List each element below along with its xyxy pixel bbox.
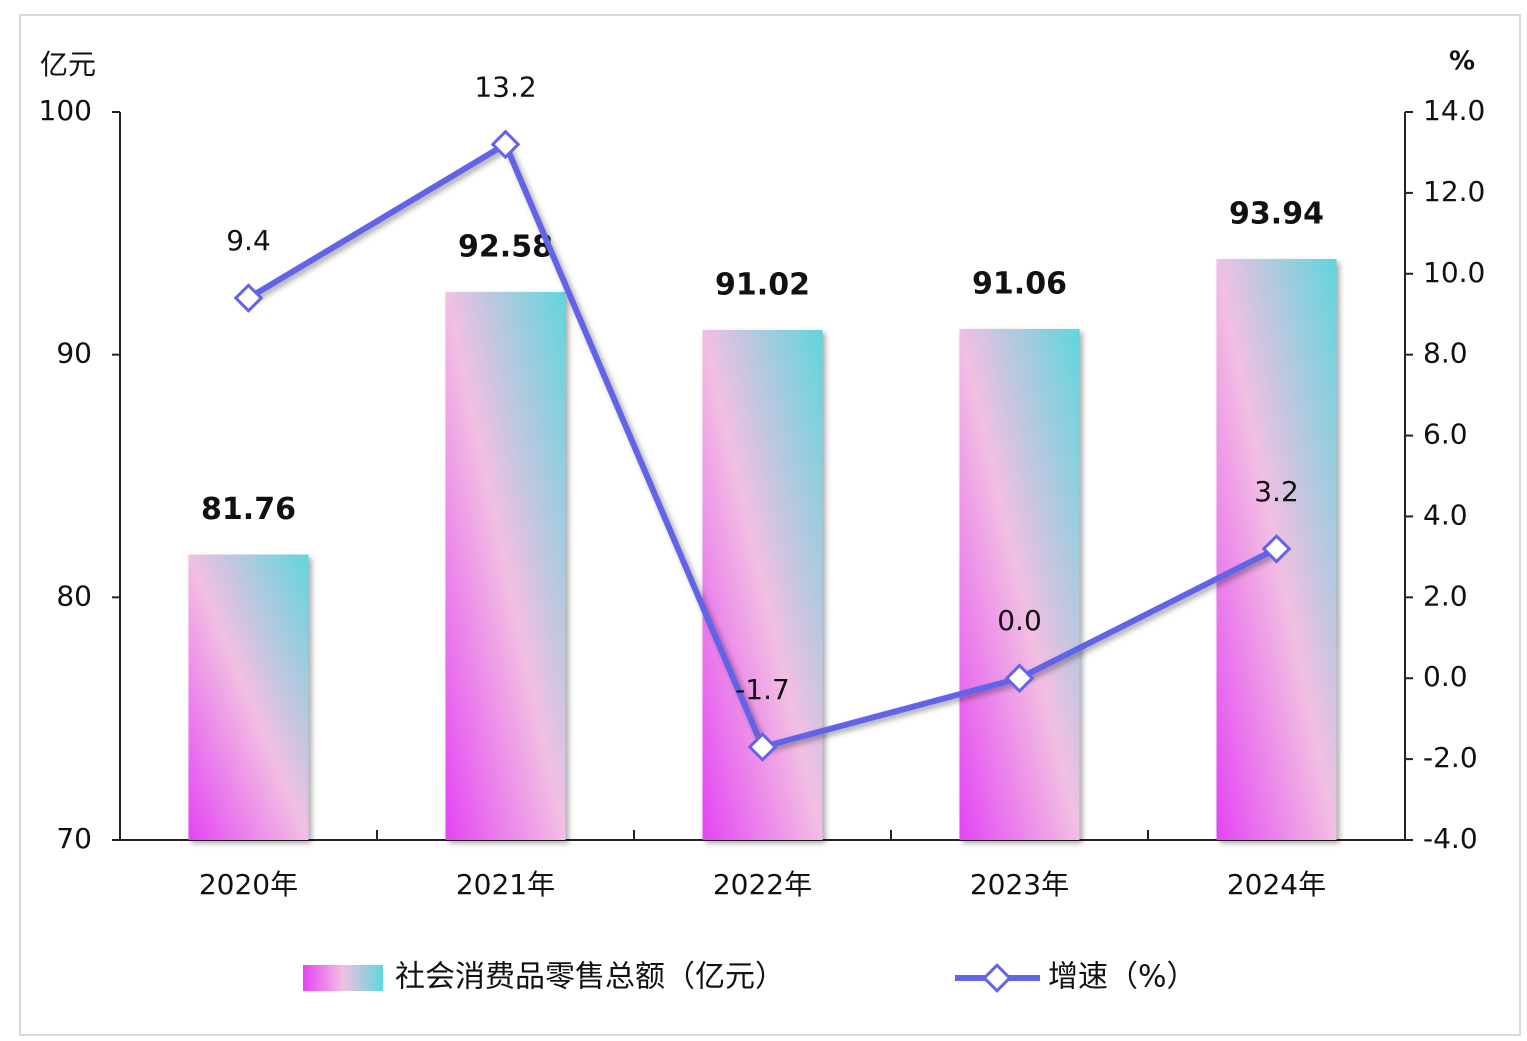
line-marker [490, 129, 521, 160]
y2-tick-label: 4.0 [1423, 498, 1468, 531]
bar-value-label: 93.94 [1229, 197, 1324, 232]
y2-tick-label: -2.0 [1423, 741, 1478, 774]
bar [959, 328, 1080, 840]
legend-swatch [303, 965, 383, 991]
x-tick-label: 2021年 [456, 868, 555, 901]
x-tick-label: 2022年 [713, 868, 812, 901]
y2-tick-label: 6.0 [1423, 418, 1468, 451]
y-tick-label: 100 [39, 94, 92, 127]
line-value-label: 3.2 [1254, 475, 1299, 508]
y-tick-label: 80 [56, 579, 92, 612]
y2-tick-label: 12.0 [1423, 175, 1485, 208]
line-value-label: 13.2 [474, 70, 536, 103]
bar-value-label: 91.06 [972, 266, 1067, 301]
y2-tick-label: 2.0 [1423, 579, 1468, 612]
line-value-label: -1.7 [735, 673, 790, 706]
y-tick-label: 90 [56, 337, 92, 370]
line-marker [1004, 663, 1035, 694]
x-tick-label: 2024年 [1227, 868, 1326, 901]
bar-value-label: 92.58 [458, 230, 553, 265]
line-value-label: 9.4 [226, 224, 271, 257]
line-marker [233, 283, 264, 313]
bar-value-label: 91.02 [715, 267, 810, 302]
y2-tick-label: 10.0 [1423, 256, 1485, 289]
bar-value-label: 81.76 [201, 492, 296, 527]
x-tick-label: 2020年 [199, 868, 298, 901]
line-marker [747, 732, 778, 762]
bar [188, 554, 309, 840]
y-axis-title: 亿元 [40, 48, 96, 81]
x-tick-label: 2023年 [970, 868, 1069, 901]
legend-label: 增速（%） [1048, 960, 1197, 995]
y-tick-label: 70 [56, 822, 92, 855]
y2-axis-title: % [1449, 47, 1475, 77]
legend-label: 社会消费品零售总额（亿元） [395, 960, 785, 995]
y2-tick-label: 0.0 [1423, 660, 1468, 693]
line-value-label: 0.0 [997, 604, 1042, 637]
line-marker [1261, 533, 1292, 564]
bar [445, 292, 566, 840]
y2-tick-label: 14.0 [1423, 94, 1485, 127]
y2-tick-label: -4.0 [1423, 822, 1478, 855]
bar [702, 329, 823, 840]
y2-tick-label: 8.0 [1423, 337, 1468, 370]
legend-marker [982, 963, 1012, 993]
